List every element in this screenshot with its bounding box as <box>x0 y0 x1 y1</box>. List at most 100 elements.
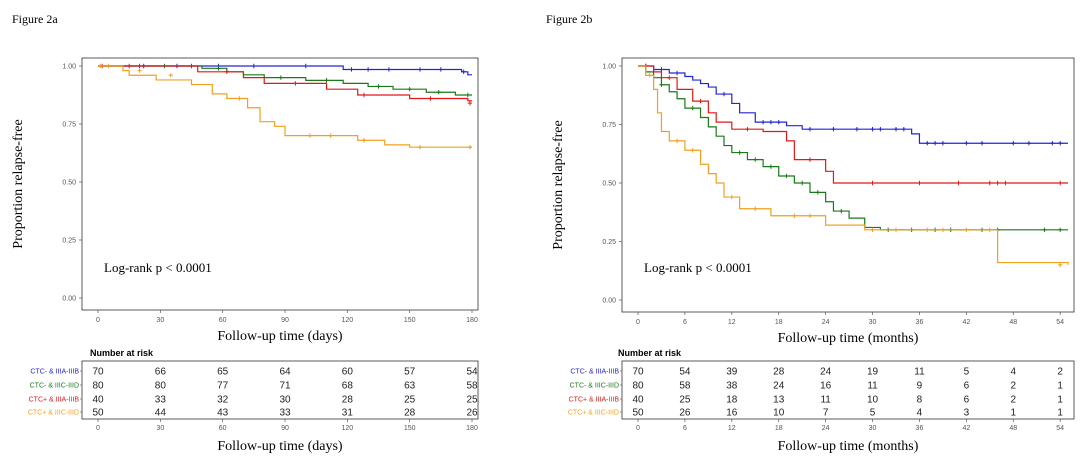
risk-x-tick-label: 0 <box>96 425 100 432</box>
figure-2a: Figure 2a 0.00 0.25 0.50 0.75 1.00 0 30 60 90 120… <box>11 12 479 454</box>
censor-mark <box>831 126 836 132</box>
censor-mark <box>807 126 813 132</box>
km-series <box>638 63 1068 146</box>
risk-count: 10 <box>867 395 879 406</box>
censor-mark <box>1057 180 1063 186</box>
risk-x-tick-label: 6 <box>683 425 687 432</box>
risk-count: 16 <box>820 381 832 392</box>
censor-mark <box>237 96 242 101</box>
risk-count: 71 <box>279 381 291 392</box>
censor-mark <box>901 126 907 132</box>
censor-mark <box>436 90 441 95</box>
risk-x-tick-label: 30 <box>156 425 164 432</box>
risk-count: 64 <box>279 367 291 378</box>
censor-mark <box>753 206 758 211</box>
x-axis-title: Follow-up time (months) <box>778 331 919 346</box>
risk-x-tick-label: 42 <box>962 425 970 432</box>
risk-count: 11 <box>867 381 878 392</box>
censor-mark <box>328 133 333 138</box>
y-tick-label: 0.75 <box>602 122 616 129</box>
censor-mark <box>807 213 813 218</box>
km-survival-curve <box>638 65 1069 265</box>
censor-mark <box>893 227 899 232</box>
x-tick-label: 150 <box>404 317 416 324</box>
risk-count: 70 <box>632 367 644 378</box>
censor-mark <box>674 138 680 144</box>
censor-mark <box>690 105 695 111</box>
censor-mark <box>417 67 423 72</box>
figure-title: Figure 2a <box>12 12 58 26</box>
censor-mark <box>1050 141 1055 146</box>
figure-title: Figure 2b <box>546 12 593 26</box>
x-tick-label: 24 <box>822 319 830 326</box>
risk-count: 6 <box>964 395 970 406</box>
censor-mark <box>753 157 758 162</box>
censor-mark <box>839 208 844 214</box>
km-survival-curve <box>98 65 472 148</box>
risk-count: 80 <box>92 381 104 392</box>
risk-count: 77 <box>217 381 229 392</box>
censor-mark <box>979 141 985 146</box>
risk-count: 26 <box>466 408 478 419</box>
censor-mark <box>1057 262 1063 268</box>
censor-mark <box>964 141 969 146</box>
y-tick-label: 0.25 <box>602 239 616 246</box>
risk-x-tick-label: 180 <box>466 425 478 432</box>
km-series <box>638 65 1069 268</box>
censor-mark <box>776 119 781 125</box>
risk-row-label: CTC+ & IIIA-IIIB <box>29 397 80 404</box>
censor-mark <box>987 227 993 232</box>
risk-table-title: Number at risk <box>90 348 154 358</box>
risk-table-border <box>81 360 479 420</box>
censor-mark <box>925 141 930 146</box>
censor-mark <box>768 119 774 125</box>
censor-mark <box>995 180 1000 186</box>
x-tick-label: 30 <box>869 319 877 326</box>
censor-mark <box>932 141 938 146</box>
censor-mark <box>1057 141 1063 146</box>
censor-mark <box>324 78 329 83</box>
risk-x-tick-label: 90 <box>281 425 289 432</box>
km-survival-curve <box>638 65 1068 184</box>
km-series <box>98 63 472 98</box>
x-tick-label: 120 <box>341 317 353 324</box>
censor-mark <box>870 180 875 186</box>
risk-count: 33 <box>279 408 291 419</box>
x-tick-label: 60 <box>219 317 227 324</box>
y-tick-label: 0.00 <box>62 296 76 303</box>
censor-mark <box>293 81 298 86</box>
risk-count: 44 <box>155 408 167 419</box>
censor-mark <box>361 92 367 98</box>
risk-x-tick-label: 0 <box>636 425 640 432</box>
censor-mark <box>745 126 750 132</box>
censor-mark <box>1042 227 1047 232</box>
x-tick-label: 0 <box>96 317 100 324</box>
risk-count: 50 <box>92 408 104 419</box>
censor-mark <box>964 227 969 232</box>
risk-count: 6 <box>964 381 970 392</box>
censor-mark <box>361 138 367 143</box>
risk-count: 80 <box>632 381 644 392</box>
censor-mark <box>278 75 284 80</box>
risk-count: 28 <box>404 408 416 419</box>
risk-count: 50 <box>632 408 644 419</box>
risk-count: 33 <box>155 395 167 406</box>
censor-mark <box>870 126 875 132</box>
risk-count: 7 <box>823 408 829 419</box>
x-tick-label: 54 <box>1056 319 1064 326</box>
risk-count: 13 <box>773 395 785 406</box>
y-tick-label: 0.50 <box>602 181 616 188</box>
km-survival-curve <box>638 65 1068 231</box>
log-rank-annotation: Log-rank p < 0.0001 <box>104 260 212 275</box>
censor-mark <box>854 126 860 132</box>
risk-count: 1 <box>1010 408 1016 419</box>
risk-count: 38 <box>726 381 738 392</box>
x-tick-label: 90 <box>281 317 289 324</box>
risk-row-label: CTC+ & IIIC-IIID <box>568 410 619 417</box>
censor-mark <box>690 148 695 153</box>
censor-mark <box>251 63 257 69</box>
censor-mark <box>792 213 797 218</box>
risk-count: 30 <box>279 395 291 406</box>
risk-count: 32 <box>217 395 229 406</box>
censor-mark <box>784 173 789 179</box>
